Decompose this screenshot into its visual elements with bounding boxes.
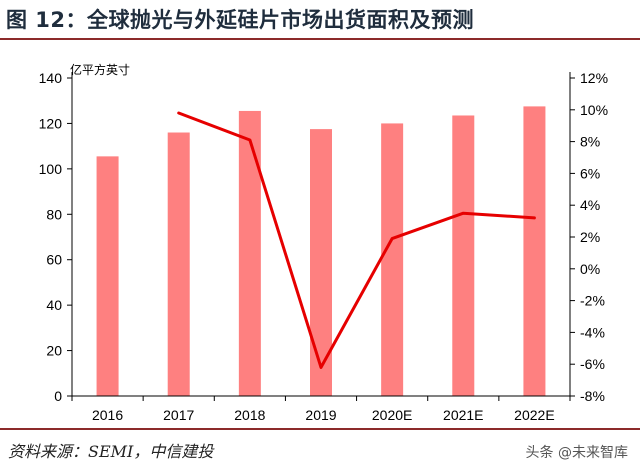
right-tick-label: 10% [580, 102, 608, 118]
x-tick-label: 2021E [443, 407, 483, 423]
right-tick-label: -6% [580, 356, 605, 372]
footer-rule [0, 428, 640, 430]
left-tick-label: 20 [46, 343, 62, 359]
right-axis: -8% -6% -4% -2% 0% 2% 4% 6% 8% 10% 12% [569, 70, 608, 404]
x-tick-label: 2018 [234, 407, 265, 423]
left-tick-label: 80 [46, 206, 62, 222]
x-tick-label: 2019 [305, 407, 336, 423]
left-axis: 0 20 40 60 80 100 120 140 [39, 70, 73, 404]
x-tick-label: 2022E [514, 407, 554, 423]
chart-title: 图 12：全球抛光与外延硅片市场出货面积及预测 [6, 8, 475, 32]
bar-series [96, 106, 546, 397]
growth-line [177, 111, 536, 369]
growth-line-series [177, 111, 536, 369]
bar-2017 [167, 132, 190, 396]
left-tick-label: 60 [46, 252, 62, 268]
bar-2016 [96, 156, 119, 396]
right-tick-label: -8% [580, 388, 605, 404]
bar-2022E [523, 106, 546, 397]
right-tick-label: -2% [580, 293, 605, 309]
left-tick-label: 100 [39, 161, 63, 177]
left-tick-label: 120 [39, 115, 63, 131]
x-tick-label: 2016 [92, 407, 123, 423]
x-tick-label: 2020E [372, 407, 412, 423]
left-tick-label: 140 [39, 70, 63, 86]
right-tick-label: 4% [580, 197, 600, 213]
left-tick-label: 0 [54, 388, 62, 404]
watermark: 头条 @未来智库 [525, 445, 628, 461]
bar-2018 [238, 110, 261, 396]
right-tick-label: 2% [580, 229, 600, 245]
source-note: 资料来源：SEMI，中信建投 [8, 442, 214, 461]
title-rule [0, 38, 640, 40]
bar-2020E [381, 123, 404, 396]
x-axis: 2016 2017 2018 2019 2020E 2021E 2022E [71, 395, 571, 423]
left-tick-label: 40 [46, 297, 62, 313]
right-tick-label: 0% [580, 261, 600, 277]
right-tick-label: -4% [580, 324, 605, 340]
bar-line-chart: 0 20 40 60 80 100 120 140 -8% -6% -4% -2% 0% 2% 4% 6% 8… [39, 62, 608, 423]
right-tick-label: 12% [580, 70, 608, 86]
x-tick-label: 2017 [163, 407, 194, 423]
right-tick-label: 8% [580, 134, 600, 150]
left-axis-unit-label: 亿平方英寸 [70, 62, 130, 77]
bar-2019 [310, 129, 332, 396]
bar-2021E [452, 115, 475, 396]
right-tick-label: 6% [580, 165, 600, 181]
